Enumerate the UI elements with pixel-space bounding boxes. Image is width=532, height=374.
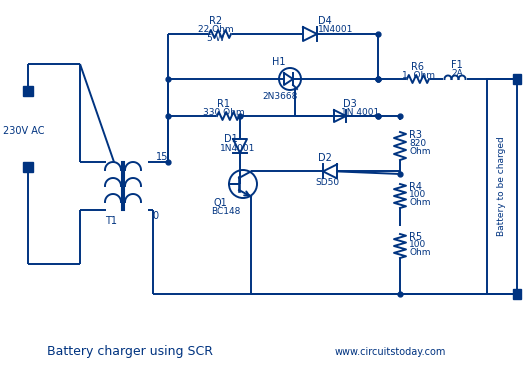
Text: Ohm: Ohm — [409, 198, 430, 207]
Text: 22 Ohm: 22 Ohm — [198, 25, 234, 34]
Text: Battery to be charged: Battery to be charged — [497, 137, 506, 236]
Text: 1  Ohm: 1 Ohm — [402, 71, 435, 80]
Text: SD50: SD50 — [315, 178, 339, 187]
Text: D3: D3 — [343, 99, 357, 109]
Bar — [513, 74, 521, 84]
Bar — [23, 162, 33, 172]
Text: Battery charger using SCR: Battery charger using SCR — [47, 346, 213, 359]
Text: 1N 4001: 1N 4001 — [341, 108, 379, 117]
Text: D4: D4 — [318, 16, 332, 26]
Bar — [23, 86, 33, 96]
Text: D2: D2 — [318, 153, 332, 163]
Text: 1N4001: 1N4001 — [318, 25, 353, 34]
Text: 2N3668: 2N3668 — [262, 92, 298, 101]
Text: 330 Ohm: 330 Ohm — [203, 108, 245, 117]
Text: R1: R1 — [218, 99, 230, 109]
Text: 230V AC: 230V AC — [3, 126, 45, 136]
Text: R6: R6 — [411, 62, 425, 72]
Text: 0: 0 — [152, 211, 158, 221]
Text: BC148: BC148 — [211, 207, 240, 216]
Text: H1: H1 — [272, 57, 286, 67]
Text: T1: T1 — [105, 216, 117, 226]
Text: Q1: Q1 — [213, 198, 227, 208]
Text: D1: D1 — [224, 134, 238, 144]
Bar — [487, 79, 517, 294]
Text: 100: 100 — [409, 240, 426, 249]
Bar — [513, 289, 521, 299]
Text: www.circuitstoday.com: www.circuitstoday.com — [334, 347, 446, 357]
Text: R2: R2 — [210, 16, 222, 26]
Text: R3: R3 — [409, 130, 422, 140]
Text: 15: 15 — [156, 152, 168, 162]
Text: R5: R5 — [409, 232, 422, 242]
Text: 820: 820 — [409, 139, 426, 148]
Text: Ohm: Ohm — [409, 147, 430, 156]
Text: Ohm: Ohm — [409, 248, 430, 257]
Text: 5 W: 5 W — [207, 34, 225, 43]
Text: 1N4001: 1N4001 — [220, 144, 255, 153]
Text: R4: R4 — [409, 182, 422, 192]
Text: 100: 100 — [409, 190, 426, 199]
Text: 2A: 2A — [451, 69, 463, 78]
Text: F1: F1 — [451, 60, 463, 70]
